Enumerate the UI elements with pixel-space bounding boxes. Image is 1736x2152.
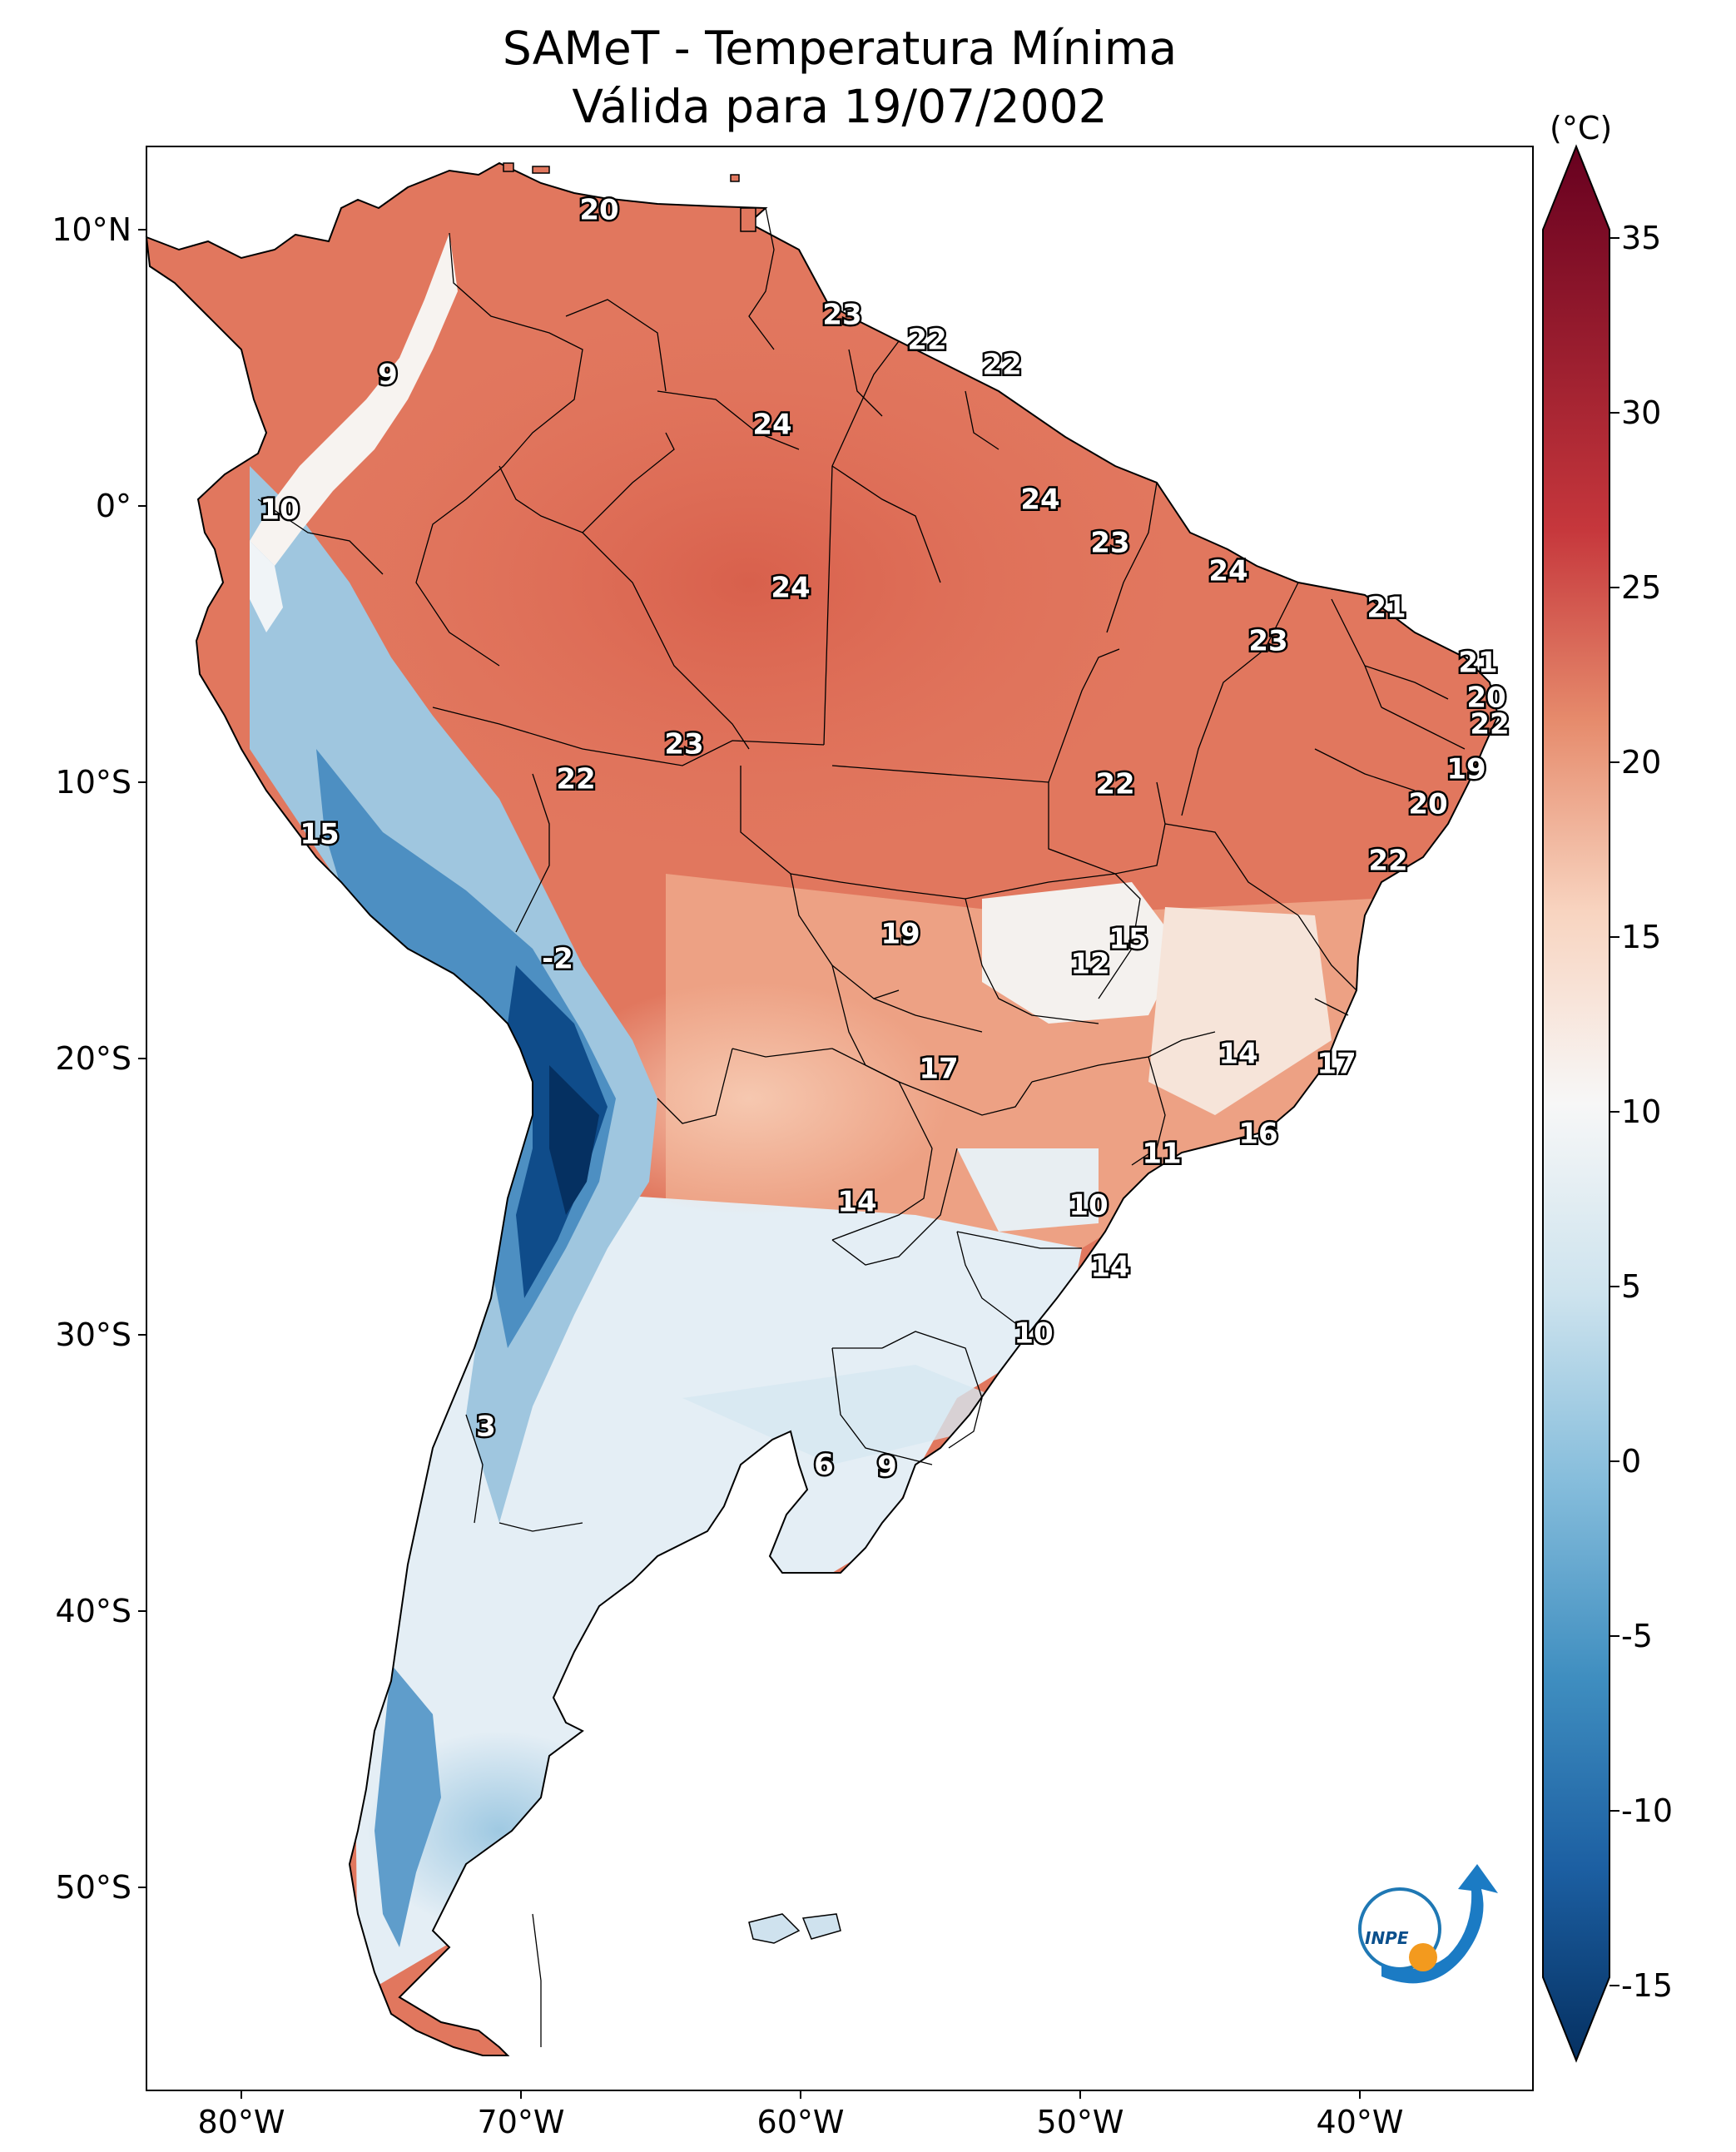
temp-label: 24 bbox=[1208, 555, 1247, 588]
temp-label: 22 bbox=[556, 763, 595, 796]
lat-label-30s: 30°S bbox=[55, 1316, 131, 1353]
temp-label: 24 bbox=[771, 572, 810, 605]
lat-label-50s: 50°S bbox=[55, 1869, 131, 1906]
temp-label: 24 bbox=[752, 409, 791, 442]
temp-label: 20 bbox=[1408, 788, 1447, 821]
colorbar-tick: 15 bbox=[1621, 919, 1662, 955]
temp-label: 22 bbox=[1470, 708, 1509, 741]
axis-ticks bbox=[138, 229, 1361, 2099]
temp-label: 20 bbox=[579, 194, 618, 227]
logo-text: INPE bbox=[1365, 1928, 1409, 1948]
lon-label-80w: 80°W bbox=[197, 2104, 285, 2140]
lat-label-20s: 20°S bbox=[55, 1040, 131, 1077]
temp-label: 24 bbox=[1020, 483, 1059, 517]
temp-label: 10 bbox=[260, 493, 299, 527]
lat-label-10n: 10°N bbox=[52, 211, 131, 248]
colorbar-tick: 10 bbox=[1621, 1093, 1662, 1130]
temp-label: 23 bbox=[1090, 527, 1129, 560]
lat-label-10s: 10°S bbox=[55, 764, 131, 801]
temp-label: 23 bbox=[664, 728, 703, 761]
temp-label: 9 bbox=[877, 1450, 897, 1484]
map-title: SAMeT - Temperatura Mínima bbox=[502, 22, 1178, 75]
lon-label-50w: 50°W bbox=[1036, 2104, 1124, 2140]
lat-label-0: 0° bbox=[95, 488, 131, 524]
colorbar-tick: -15 bbox=[1621, 1967, 1674, 2004]
temp-label: 22 bbox=[1095, 768, 1134, 801]
temp-label: 22 bbox=[907, 324, 946, 357]
map-subtitle: Válida para 19/07/2002 bbox=[572, 80, 1108, 133]
temp-label: 21 bbox=[1366, 592, 1406, 625]
colorbar-tick: 35 bbox=[1621, 220, 1662, 256]
temperature-labels: 20 23 22 22 9 24 10 24 23 24 24 21 23 21… bbox=[258, 191, 1511, 1485]
temp-label: 10 bbox=[1014, 1317, 1053, 1351]
temp-label: 17 bbox=[919, 1053, 958, 1086]
lon-label-70w: 70°W bbox=[477, 2104, 565, 2140]
temp-label: 17 bbox=[1317, 1048, 1356, 1081]
temp-label: 20 bbox=[1466, 682, 1505, 715]
colorbar-tick: 0 bbox=[1621, 1443, 1642, 1480]
colorbar-tick: 30 bbox=[1621, 394, 1662, 431]
temp-label: -2 bbox=[542, 943, 573, 976]
temp-label: 11 bbox=[1142, 1138, 1181, 1171]
temp-label: 9 bbox=[378, 359, 398, 392]
temp-label: 6 bbox=[814, 1449, 834, 1482]
lat-label-40s: 40°S bbox=[55, 1593, 131, 1629]
temp-label: 14 bbox=[1090, 1251, 1129, 1284]
temp-label: 15 bbox=[300, 818, 339, 851]
temp-label: 14 bbox=[1218, 1038, 1257, 1071]
islands bbox=[503, 162, 756, 232]
temp-label: 19 bbox=[880, 918, 920, 951]
temp-label: 21 bbox=[1458, 647, 1497, 680]
temp-label: 15 bbox=[1109, 923, 1148, 956]
temp-label: 22 bbox=[982, 349, 1021, 382]
colorbar-tick: -5 bbox=[1621, 1618, 1653, 1654]
temp-label: 16 bbox=[1238, 1118, 1277, 1151]
temp-label: 3 bbox=[476, 1411, 496, 1444]
lon-label-40w: 40°W bbox=[1316, 2104, 1404, 2140]
colorbar bbox=[1542, 144, 1619, 2063]
temp-label: 10 bbox=[1069, 1189, 1108, 1222]
temp-label: 23 bbox=[822, 299, 861, 332]
temp-label: 22 bbox=[1368, 845, 1407, 878]
falkland-islands bbox=[748, 1913, 841, 1944]
lon-label-60w: 60°W bbox=[756, 2104, 845, 2140]
temp-label: 19 bbox=[1446, 753, 1486, 786]
colorbar-tick: -10 bbox=[1621, 1793, 1674, 1829]
colorbar-unit: (°C) bbox=[1550, 110, 1613, 146]
colorbar-tick: 20 bbox=[1621, 744, 1662, 781]
colorbar-tick: 5 bbox=[1621, 1268, 1642, 1305]
inpe-logo: INPE bbox=[1358, 1864, 1498, 1984]
temp-label: 23 bbox=[1248, 625, 1287, 658]
temp-label: 12 bbox=[1070, 948, 1109, 981]
temp-label: 14 bbox=[837, 1186, 876, 1219]
political-borders bbox=[257, 207, 1466, 2047]
colorbar-tick: 25 bbox=[1621, 569, 1662, 606]
